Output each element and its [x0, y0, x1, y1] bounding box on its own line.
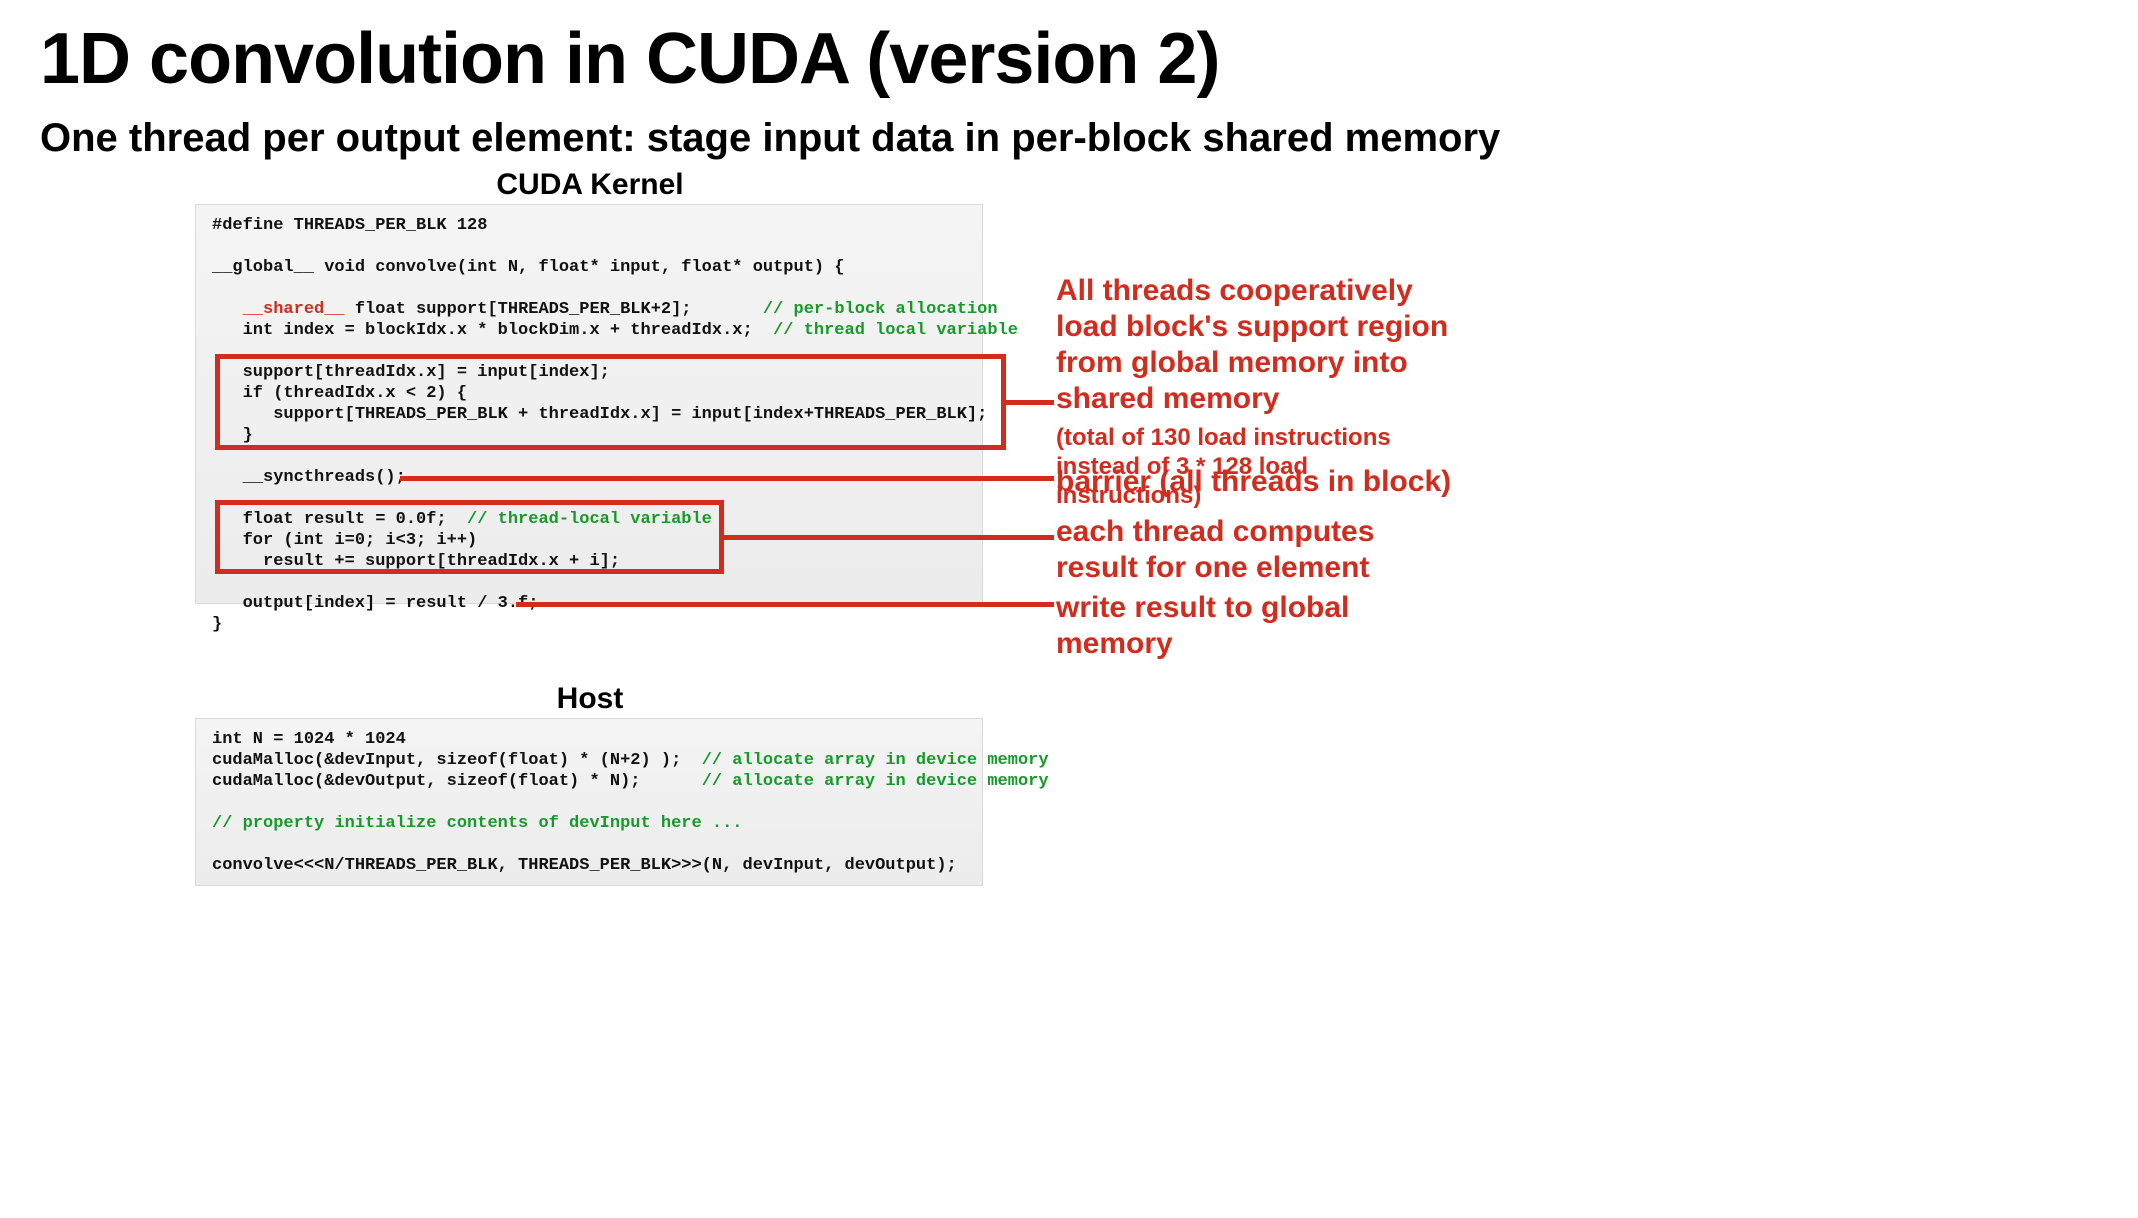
code-comment: // per-block allocation	[763, 300, 998, 319]
highlight-box-load	[215, 354, 1006, 450]
highlight-box-compute	[215, 500, 724, 574]
code-line: __syncthreads();	[212, 468, 406, 487]
code-line: #define THREADS_PER_BLK 128	[212, 216, 487, 235]
code-comment: // property initialize contents of devIn…	[212, 814, 743, 833]
code-line: __global__ void convolve(int N, float* i…	[212, 258, 845, 277]
code-line: output[index] = result / 3.f;	[212, 594, 538, 613]
code-comment: // allocate array in device memory	[702, 772, 1049, 791]
connector-write	[516, 602, 1054, 607]
code-line: cudaMalloc(&devOutput, sizeof(float) * N…	[212, 772, 702, 791]
code-line	[212, 300, 243, 319]
code-shared-keyword: __shared__	[243, 300, 345, 319]
code-line: cudaMalloc(&devInput, sizeof(float) * (N…	[212, 751, 702, 770]
code-line: float support[THREADS_PER_BLK+2];	[345, 300, 763, 319]
annotation-compute: each thread computes result for one elem…	[1056, 514, 1456, 586]
connector-barrier	[400, 476, 1054, 481]
slide-subtitle: One thread per output element: stage inp…	[40, 116, 1500, 161]
host-code-block: int N = 1024 * 1024 cudaMalloc(&devInput…	[195, 718, 983, 886]
slide-title: 1D convolution in CUDA (version 2)	[40, 18, 1219, 100]
code-comment: // allocate array in device memory	[702, 751, 1049, 770]
slide: 1D convolution in CUDA (version 2) One t…	[0, 0, 2138, 1218]
annotation-load-title: All threads cooperatively load block's s…	[1056, 273, 1456, 417]
code-line: int N = 1024 * 1024	[212, 730, 406, 749]
code-line: int index = blockIdx.x * blockDim.x + th…	[212, 321, 773, 340]
connector-load	[1006, 400, 1054, 405]
kernel-section-label: CUDA Kernel	[490, 168, 690, 202]
code-line: convolve<<<N/THREADS_PER_BLK, THREADS_PE…	[212, 856, 957, 875]
code-comment: // thread local variable	[773, 321, 1018, 340]
connector-compute	[724, 535, 1054, 540]
code-line: }	[212, 615, 222, 634]
annotation-write: write result to global memory	[1056, 590, 1456, 662]
annotation-barrier: barrier (all threads in block)	[1056, 464, 1456, 500]
